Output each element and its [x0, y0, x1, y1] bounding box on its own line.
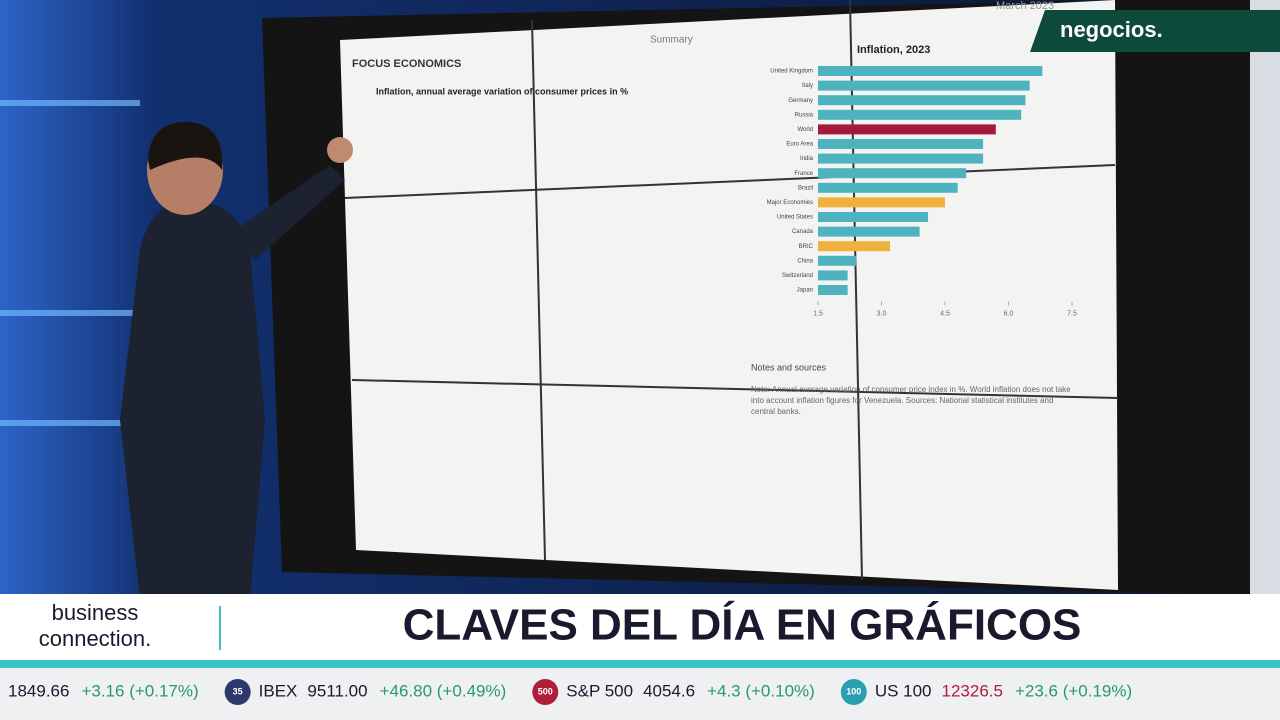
- screen-seam: [351, 379, 1119, 399]
- date: March 2023: [996, 0, 1054, 12]
- bar-label: Italy: [802, 83, 813, 89]
- ticker-bar: [0, 668, 1280, 720]
- table-title: Inflation, annual average variation of c…: [376, 86, 628, 96]
- bar: [818, 197, 945, 208]
- bar: [818, 80, 1030, 91]
- ticker-badge: [224, 679, 251, 705]
- x-tick-label: 1.5: [813, 310, 823, 317]
- bar-label: Russia: [795, 112, 814, 118]
- ticker-value: 4054.6: [643, 681, 695, 700]
- program-name: business connection.: [38, 600, 152, 651]
- bar: [818, 124, 996, 135]
- channel-logo: negocios.: [1060, 17, 1163, 42]
- bar-label: Germany: [788, 98, 813, 104]
- bar-label: Brazil: [798, 185, 813, 191]
- x-tick-label: 6.0: [1004, 310, 1014, 317]
- ticker-badge-text: 35: [233, 686, 243, 696]
- bar: [818, 168, 967, 179]
- presenter-arm: [235, 165, 345, 260]
- bar-label: United Kingdom: [770, 69, 813, 75]
- section-title: Summary: [650, 35, 693, 46]
- presenter-hand: [327, 137, 353, 163]
- lower-third-accent: [0, 660, 1280, 668]
- ticker-badge: [840, 679, 867, 705]
- program-box: business connection.: [38, 600, 152, 651]
- x-tick-label: 3.0: [877, 310, 887, 317]
- bar-label: Major Economies: [767, 200, 813, 206]
- ticker-badge: [532, 679, 559, 705]
- bar: [818, 255, 857, 266]
- ticker-badge-text: 500: [538, 686, 553, 696]
- lower-third: [0, 594, 1280, 660]
- bar: [818, 153, 984, 164]
- x-tick-label: 4.5: [940, 310, 950, 317]
- bar-label: China: [797, 258, 813, 264]
- bar-label: India: [800, 156, 814, 162]
- bar-label: BRIC: [799, 244, 814, 250]
- studio-light: [0, 310, 140, 316]
- bar: [818, 139, 984, 149]
- bar-label: France: [794, 171, 813, 177]
- ticker-value: 1849.66: [8, 681, 69, 700]
- studio-wall: [1245, 0, 1280, 600]
- ticker-change: +4.3 (+0.10%): [707, 681, 815, 700]
- bar-label: United States: [777, 215, 813, 221]
- screen-seam: [344, 164, 1116, 199]
- chart-title: Inflation, 2023: [857, 44, 930, 56]
- ticker-value: 9511.00: [307, 681, 367, 700]
- bar-label: Canada: [792, 229, 814, 235]
- brand: FOCUS ECONOMICS: [352, 58, 461, 70]
- ticker-change: +3.16 (+0.17%): [81, 681, 198, 700]
- x-tick-label: 7.5: [1067, 310, 1077, 317]
- presenter-hair: [148, 121, 223, 170]
- logo-bg: [1030, 10, 1280, 52]
- ticker-change: +23.6 (+0.19%): [1015, 681, 1132, 700]
- bar: [818, 285, 848, 295]
- bar-label: Japan: [797, 288, 813, 294]
- bar: [818, 95, 1026, 106]
- studio-light: [0, 420, 140, 426]
- ticker-value: 12326.5: [942, 681, 1003, 700]
- bar: [818, 66, 1043, 76]
- presenter-body: [120, 200, 265, 600]
- ticker-badge-text: 100: [846, 686, 861, 696]
- bar-label: World: [797, 127, 813, 133]
- bar: [818, 182, 958, 193]
- headline: CLAVES DEL DÍA EN GRÁFICOS: [403, 600, 1082, 650]
- notes: Note: Annual average variation of consum…: [751, 385, 1071, 416]
- presenter: [120, 121, 353, 600]
- ticker-name: S&P 500: [566, 681, 633, 700]
- bar-label: Switzerland: [782, 273, 813, 279]
- ticker-name: IBEX: [259, 681, 298, 700]
- bar: [818, 212, 929, 222]
- screen-seam: [531, 19, 546, 561]
- bar: [818, 270, 848, 281]
- bar: [818, 241, 890, 252]
- studio-light: [0, 100, 140, 106]
- notes-box: Note: Annual average variation of consum…: [751, 385, 1071, 416]
- bar: [818, 109, 1022, 120]
- bar-label: Euro Area: [786, 142, 813, 148]
- ticker-name: US 100: [875, 681, 932, 700]
- bar: [818, 226, 920, 237]
- notes-title: Notes and sources: [751, 362, 827, 372]
- ticker-change: +46.80 (+0.49%): [380, 681, 507, 700]
